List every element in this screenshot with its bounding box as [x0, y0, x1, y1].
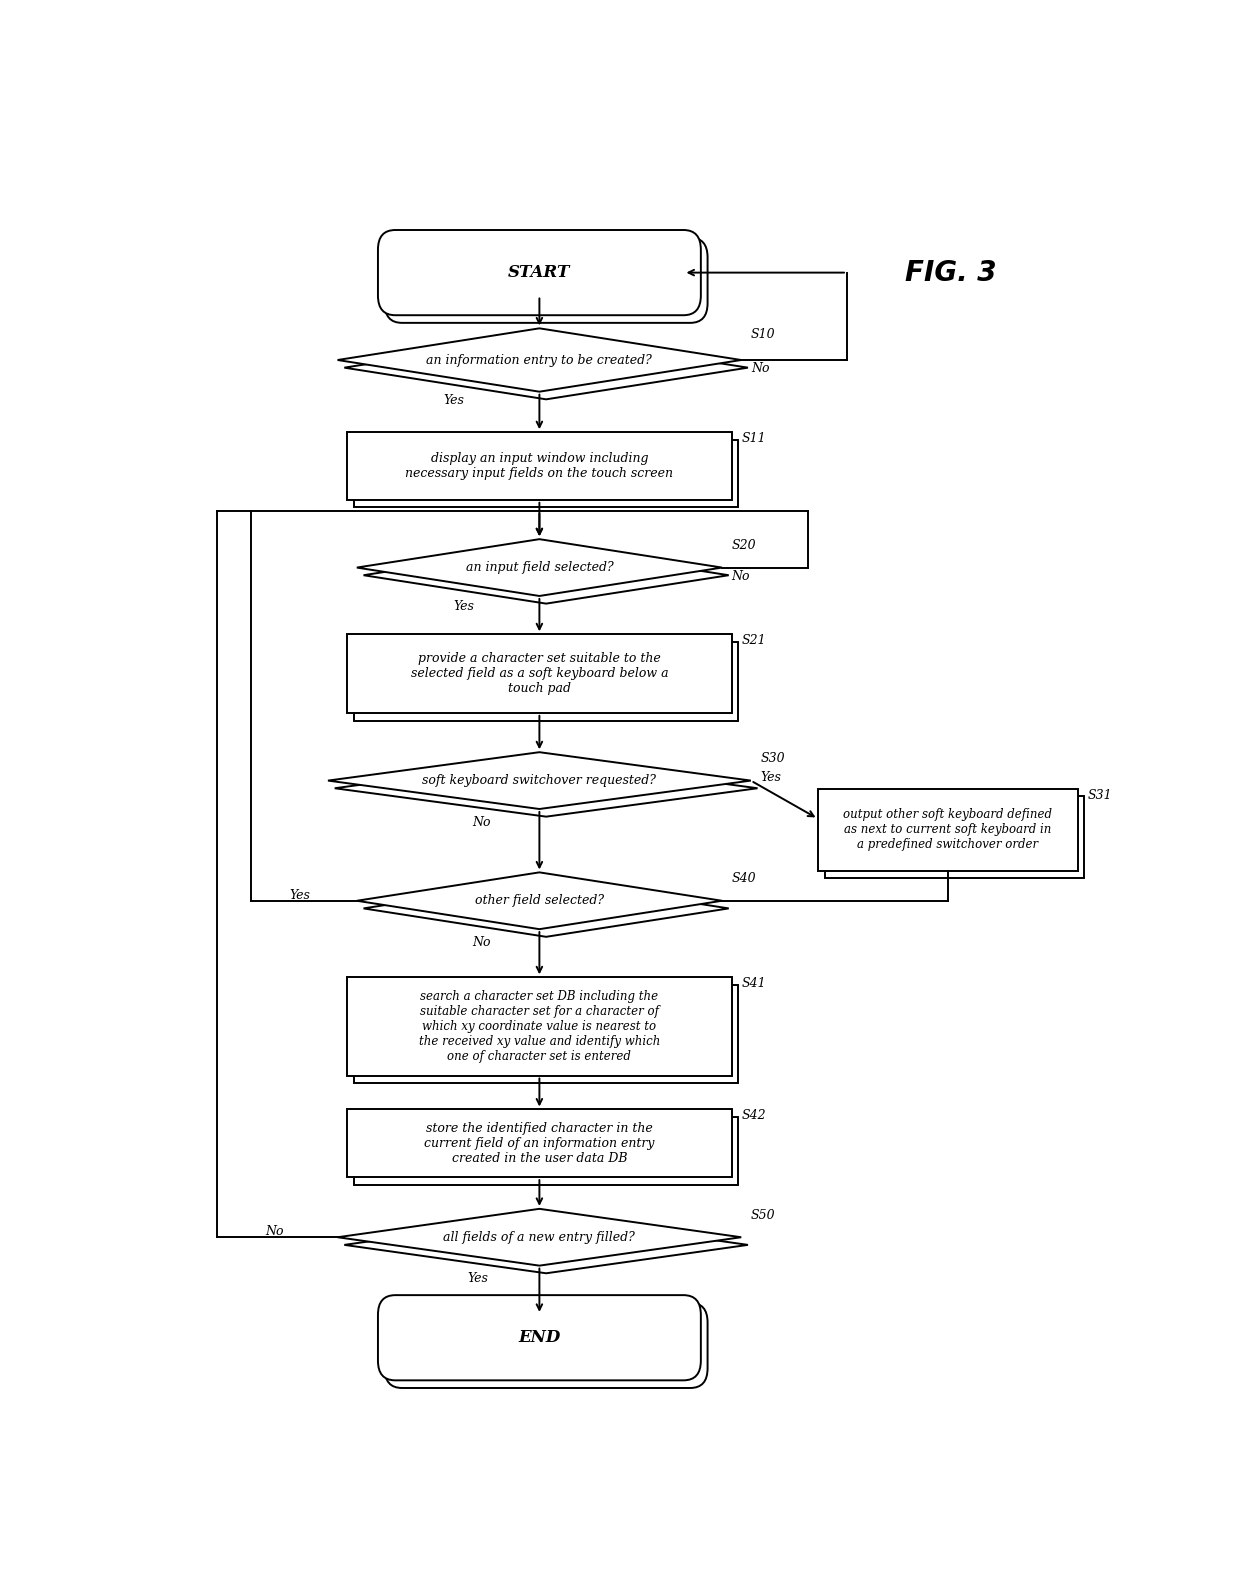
Polygon shape	[337, 1209, 742, 1265]
Text: No: No	[751, 362, 769, 375]
Text: FIG. 3: FIG. 3	[905, 259, 996, 286]
Bar	[825, 796, 1084, 879]
Text: Yes: Yes	[453, 601, 474, 613]
Polygon shape	[345, 335, 748, 399]
Text: S41: S41	[742, 977, 766, 990]
Text: START: START	[508, 264, 570, 281]
Text: Yes: Yes	[444, 394, 464, 407]
FancyBboxPatch shape	[378, 1295, 701, 1381]
Text: Yes: Yes	[290, 888, 310, 903]
Text: S20: S20	[732, 539, 756, 551]
Bar	[353, 440, 738, 507]
Text: S30: S30	[760, 752, 785, 766]
Text: S40: S40	[732, 872, 756, 885]
FancyBboxPatch shape	[384, 1303, 708, 1389]
Bar	[818, 788, 1078, 871]
Text: S31: S31	[1087, 788, 1112, 802]
Text: No: No	[472, 815, 491, 828]
Text: output other soft keyboard defined
as next to current soft keyboard in
a predefi: output other soft keyboard defined as ne…	[843, 809, 1053, 852]
Text: S42: S42	[742, 1109, 766, 1122]
Text: S21: S21	[742, 634, 766, 647]
Text: S50: S50	[751, 1209, 775, 1222]
Text: S10: S10	[751, 329, 775, 342]
Bar	[353, 1117, 738, 1185]
Bar	[347, 977, 732, 1076]
Bar	[347, 634, 732, 713]
Polygon shape	[327, 752, 751, 809]
Text: No: No	[472, 936, 491, 949]
Text: S11: S11	[742, 432, 766, 445]
Text: Yes: Yes	[467, 1273, 489, 1286]
Bar	[353, 642, 738, 720]
Text: No: No	[265, 1225, 284, 1238]
Polygon shape	[357, 872, 722, 930]
Text: other field selected?: other field selected?	[475, 895, 604, 907]
Polygon shape	[345, 1217, 748, 1273]
Text: soft keyboard switchover requested?: soft keyboard switchover requested?	[423, 774, 656, 787]
Text: Yes: Yes	[760, 771, 781, 783]
Bar	[347, 1109, 732, 1177]
Text: search a character set DB including the
suitable character set for a character o: search a character set DB including the …	[419, 990, 660, 1063]
Bar	[347, 432, 732, 501]
FancyBboxPatch shape	[384, 238, 708, 323]
Polygon shape	[337, 329, 742, 391]
Polygon shape	[357, 539, 722, 596]
Text: provide a character set suitable to the
selected field as a soft keyboard below : provide a character set suitable to the …	[410, 651, 668, 694]
Text: an input field selected?: an input field selected?	[465, 561, 614, 574]
Text: store the identified character in the
current field of an information entry
crea: store the identified character in the cu…	[424, 1122, 655, 1165]
Polygon shape	[363, 547, 729, 604]
Text: END: END	[518, 1330, 560, 1346]
FancyBboxPatch shape	[378, 230, 701, 315]
Text: all fields of a new entry filled?: all fields of a new entry filled?	[444, 1231, 635, 1244]
Text: No: No	[732, 570, 750, 583]
Polygon shape	[363, 880, 729, 938]
Polygon shape	[335, 760, 758, 817]
Bar	[353, 985, 738, 1084]
Text: display an input window including
necessary input fields on the touch screen: display an input window including necess…	[405, 451, 673, 480]
Text: an information entry to be created?: an information entry to be created?	[427, 353, 652, 367]
